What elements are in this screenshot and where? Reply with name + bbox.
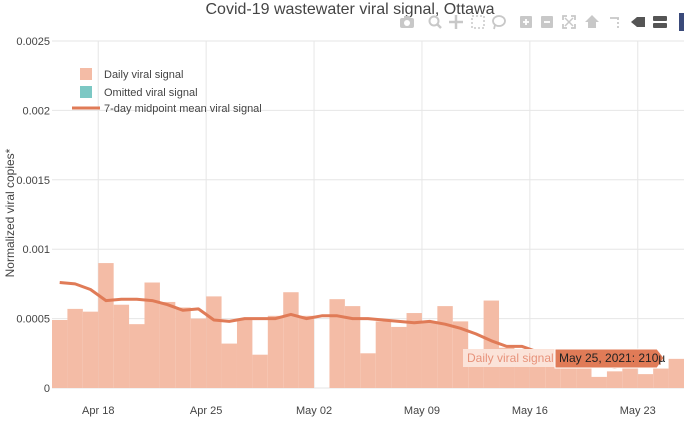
daily-signal-bar[interactable] (82, 311, 99, 388)
legend-label-mean: 7-day midpoint mean viral signal (104, 103, 262, 115)
daily-signal-bar[interactable] (421, 321, 438, 388)
daily-signal-bar[interactable] (576, 365, 592, 388)
x-tick-label: May 02 (296, 405, 332, 417)
modebar-logo-edge (679, 13, 684, 31)
zoom-icon[interactable] (428, 15, 442, 29)
hover-value-label: May 25, 2021: 210µ (559, 351, 665, 365)
y-tick-label: 0.002 (22, 105, 50, 117)
daily-signal-bar[interactable] (406, 313, 422, 388)
legend-item-omitted[interactable]: Omitted viral signal (80, 86, 198, 99)
y-tick-label: 0.0025 (16, 36, 50, 48)
x-tick-label: May 23 (620, 405, 656, 417)
hover-value-box (554, 348, 665, 369)
daily-signal-bar[interactable] (52, 319, 68, 388)
daily-signal-bar[interactable] (668, 358, 684, 388)
hover-tooltip: Daily viral signal May 25, 2021: 210µ (463, 348, 665, 369)
box-select-icon[interactable] (471, 15, 485, 29)
daily-signal-bar[interactable] (452, 321, 469, 388)
legend: Daily viral signal Omitted viral signal … (72, 68, 262, 115)
daily-signal-bars (52, 263, 684, 388)
hover-compare-icon[interactable] (653, 16, 667, 28)
daily-signal-bar[interactable] (653, 368, 669, 388)
daily-signal-bar[interactable] (560, 363, 577, 388)
daily-signal-bar[interactable] (298, 315, 315, 388)
y-tick-label: 0.0005 (16, 314, 50, 326)
x-tick-label: May 16 (512, 405, 548, 417)
daily-signal-bar[interactable] (252, 354, 268, 388)
pan-icon[interactable] (449, 15, 463, 29)
x-tick-label: Apr 18 (82, 405, 114, 417)
y-tick-label: 0 (44, 383, 50, 395)
spike-lines-icon[interactable] (610, 17, 619, 28)
hover-series-label: Daily viral signal (467, 351, 554, 365)
daily-signal-bar[interactable] (98, 263, 114, 388)
home-icon[interactable] (585, 15, 599, 28)
legend-swatch-daily (80, 68, 92, 80)
daily-signal-bar[interactable] (144, 282, 160, 388)
y-tick-label: 0.001 (22, 244, 50, 256)
y-tick-labels: 0 0.0005 0.001 0.0015 0.002 0.0025 (16, 36, 50, 395)
x-tick-label: Apr 25 (190, 405, 222, 417)
daily-signal-bar[interactable] (591, 376, 607, 388)
modebar (400, 13, 684, 31)
daily-signal-bar[interactable] (206, 296, 222, 388)
legend-label-daily: Daily viral signal (104, 69, 183, 81)
daily-signal-bar[interactable] (283, 292, 299, 388)
legend-label-omitted: Omitted viral signal (104, 87, 198, 99)
legend-item-mean[interactable]: 7-day midpoint mean viral signal (72, 103, 262, 115)
autoscale-icon[interactable] (562, 15, 576, 29)
hover-series-box (463, 349, 555, 367)
daily-signal-bar[interactable] (360, 353, 376, 388)
daily-signal-bar[interactable] (236, 318, 253, 388)
x-tick-labels: Apr 18 Apr 25 May 02 May 09 May 16 May 23 (82, 405, 656, 417)
y-tick-label: 0.0015 (16, 175, 50, 187)
hover-closest-icon[interactable] (631, 17, 645, 27)
daily-signal-bar[interactable] (190, 318, 207, 388)
daily-signal-bar[interactable] (622, 367, 638, 388)
daily-signal-bar[interactable] (159, 301, 176, 388)
daily-signal-bar[interactable] (129, 324, 145, 388)
daily-signal-bar[interactable] (344, 306, 361, 388)
zoom-in-icon[interactable] (520, 16, 532, 28)
lasso-icon[interactable] (492, 15, 506, 30)
daily-signal-bar[interactable] (267, 315, 284, 388)
daily-signal-bar[interactable] (67, 308, 83, 388)
daily-signal-bar[interactable] (175, 307, 191, 388)
y-axis-label: Normalized viral copies* (3, 148, 17, 277)
daily-signal-bar[interactable] (375, 321, 392, 388)
daily-signal-bar[interactable] (606, 371, 623, 388)
daily-signal-bar[interactable] (329, 299, 345, 388)
legend-swatch-omitted (80, 86, 92, 98)
daily-signal-bar[interactable] (221, 343, 237, 388)
daily-signal-bar[interactable] (391, 326, 407, 388)
daily-signal-bar[interactable] (437, 306, 453, 388)
zoom-out-icon[interactable] (541, 16, 553, 28)
daily-signal-bar[interactable] (113, 304, 130, 388)
x-tick-label: May 09 (404, 405, 440, 417)
chart-title: Covid-19 wastewater viral signal, Ottawa (205, 1, 494, 18)
camera-icon[interactable] (400, 16, 414, 28)
daily-signal-bar[interactable] (637, 374, 654, 388)
legend-item-daily[interactable]: Daily viral signal (80, 68, 183, 81)
